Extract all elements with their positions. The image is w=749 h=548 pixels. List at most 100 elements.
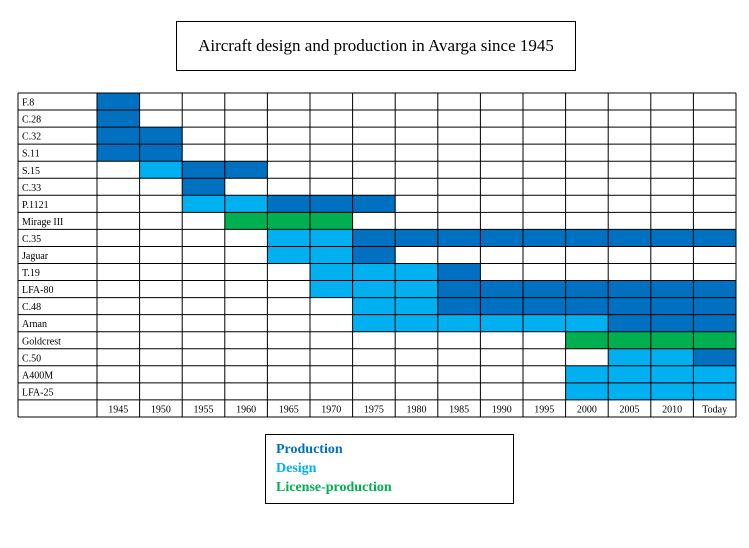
cell-mirage-iii-1970 (310, 212, 353, 230)
cell-lfa-80-1995 (523, 280, 566, 298)
cell-t-19-1960 (224, 263, 268, 281)
cell-lfa-80-1970 (310, 280, 353, 298)
cell-t-19-1985 (437, 263, 481, 281)
cell-arnan-2010 (650, 314, 694, 332)
cell-lfa-80-1950 (139, 280, 183, 298)
cell-jaguar-2005 (608, 246, 651, 264)
cell-a400m-2005 (608, 365, 651, 383)
cell-c-33-1980 (395, 178, 438, 196)
cell-t-19-1970 (310, 263, 353, 281)
cell-c-50-2005 (608, 348, 651, 366)
cell-c-50-1970 (310, 348, 353, 366)
cell-arnan-1985 (437, 314, 481, 332)
cell-c-50-1965 (267, 348, 310, 366)
cell-c-32-1965 (267, 127, 310, 145)
aircraft-label: C.33 (22, 183, 41, 194)
cell-a400m-1945 (97, 365, 140, 383)
cell-jaguar-2010 (650, 246, 694, 264)
aircraft-label: S.15 (22, 166, 40, 177)
cell-p-1121-1965 (267, 195, 310, 213)
cell-arnan-1945 (97, 314, 140, 332)
cell-lfa-25-2005 (608, 382, 651, 400)
cell-c-32-1955 (182, 127, 225, 145)
cell-c-50-1950 (139, 348, 183, 366)
cell-c-32-1970 (310, 127, 353, 145)
cell-t-19-1955 (182, 263, 225, 281)
period-label: 1975 (364, 404, 384, 415)
cell-arnan-1980 (395, 314, 438, 332)
cell-s-15-1970 (310, 161, 353, 179)
cell-lfa-80-2005 (608, 280, 651, 298)
cell-arnan-1995 (523, 314, 566, 332)
cell-f-8-1945 (97, 93, 140, 111)
cell-lfa-25-1955 (182, 382, 225, 400)
cell-c-32-1975 (352, 127, 396, 145)
cell-jaguar-today (693, 246, 736, 264)
cell-goldcrest-2010 (650, 331, 694, 349)
cell-s-15-1945 (97, 161, 140, 179)
cell-jaguar-1975 (352, 246, 396, 264)
cell-goldcrest-1945 (97, 331, 140, 349)
cell-c-28-1995 (523, 110, 566, 128)
cell-s-11-1965 (267, 144, 310, 162)
cell-s-15-1975 (352, 161, 396, 179)
cell-c-35-1975 (352, 229, 396, 247)
cell-c-35-2000 (565, 229, 609, 247)
cell-c-48-1985 (437, 297, 481, 315)
cell-arnan-1975 (352, 314, 396, 332)
cell-s-15-2010 (650, 161, 694, 179)
cell-arnan-1990 (480, 314, 523, 332)
legend: Production Design License-production (265, 434, 514, 504)
cell-t-19-1945 (97, 263, 140, 281)
cell-mirage-iii-1975 (352, 212, 396, 230)
cell-arnan-1970 (310, 314, 353, 332)
cell-c-33-2010 (650, 178, 694, 196)
cell-c-35-today (693, 229, 736, 247)
legend-item-production: Production (276, 442, 343, 457)
aircraft-label: LFA-80 (22, 285, 53, 296)
cell-s-15-1965 (267, 161, 310, 179)
cell-f-8-today (693, 93, 736, 111)
cell-f-8-1955 (182, 93, 225, 111)
cell-c-35-1990 (480, 229, 523, 247)
aircraft-label: C.50 (22, 353, 41, 364)
cell-f-8-1995 (523, 93, 566, 111)
cell-mirage-iii-1985 (437, 212, 481, 230)
cell-mirage-iii-1950 (139, 212, 183, 230)
cell-c-48-today (693, 297, 736, 315)
period-label: 1955 (194, 404, 214, 415)
cell-c-48-2000 (565, 297, 609, 315)
cell-c-32-2005 (608, 127, 651, 145)
cell-a400m-1960 (224, 365, 268, 383)
cell-c-33-1995 (523, 178, 566, 196)
cell-jaguar-2000 (565, 246, 609, 264)
cell-c-33-1960 (224, 178, 268, 196)
cell-s-11-1960 (224, 144, 268, 162)
cell-f-8-2005 (608, 93, 651, 111)
cell-c-33-2000 (565, 178, 609, 196)
cell-c-32-1945 (97, 127, 140, 145)
cell-s-11-1985 (437, 144, 481, 162)
cell-lfa-80-1990 (480, 280, 523, 298)
aircraft-label: Jaguar (22, 251, 49, 262)
period-label: 2005 (620, 404, 640, 415)
cell-jaguar-1965 (267, 246, 310, 264)
cell-c-50-2010 (650, 348, 694, 366)
cell-lfa-80-1975 (352, 280, 396, 298)
cell-f-8-1970 (310, 93, 353, 111)
cell-arnan-1965 (267, 314, 310, 332)
cell-c-50-today (693, 348, 736, 366)
cell-f-8-1985 (437, 93, 481, 111)
aircraft-label: C.35 (22, 234, 41, 245)
cell-c-50-1955 (182, 348, 225, 366)
cell-s-15-2000 (565, 161, 609, 179)
cell-mirage-iii-1955 (182, 212, 225, 230)
cell-t-19-1975 (352, 263, 396, 281)
cell-mirage-iii-today (693, 212, 736, 230)
cell-goldcrest-1970 (310, 331, 353, 349)
cell-c-28-2005 (608, 110, 651, 128)
aircraft-label: P.1121 (22, 200, 49, 211)
period-label: 1995 (534, 404, 554, 415)
aircraft-label: Arnan (22, 319, 47, 330)
cell-s-11-1970 (310, 144, 353, 162)
